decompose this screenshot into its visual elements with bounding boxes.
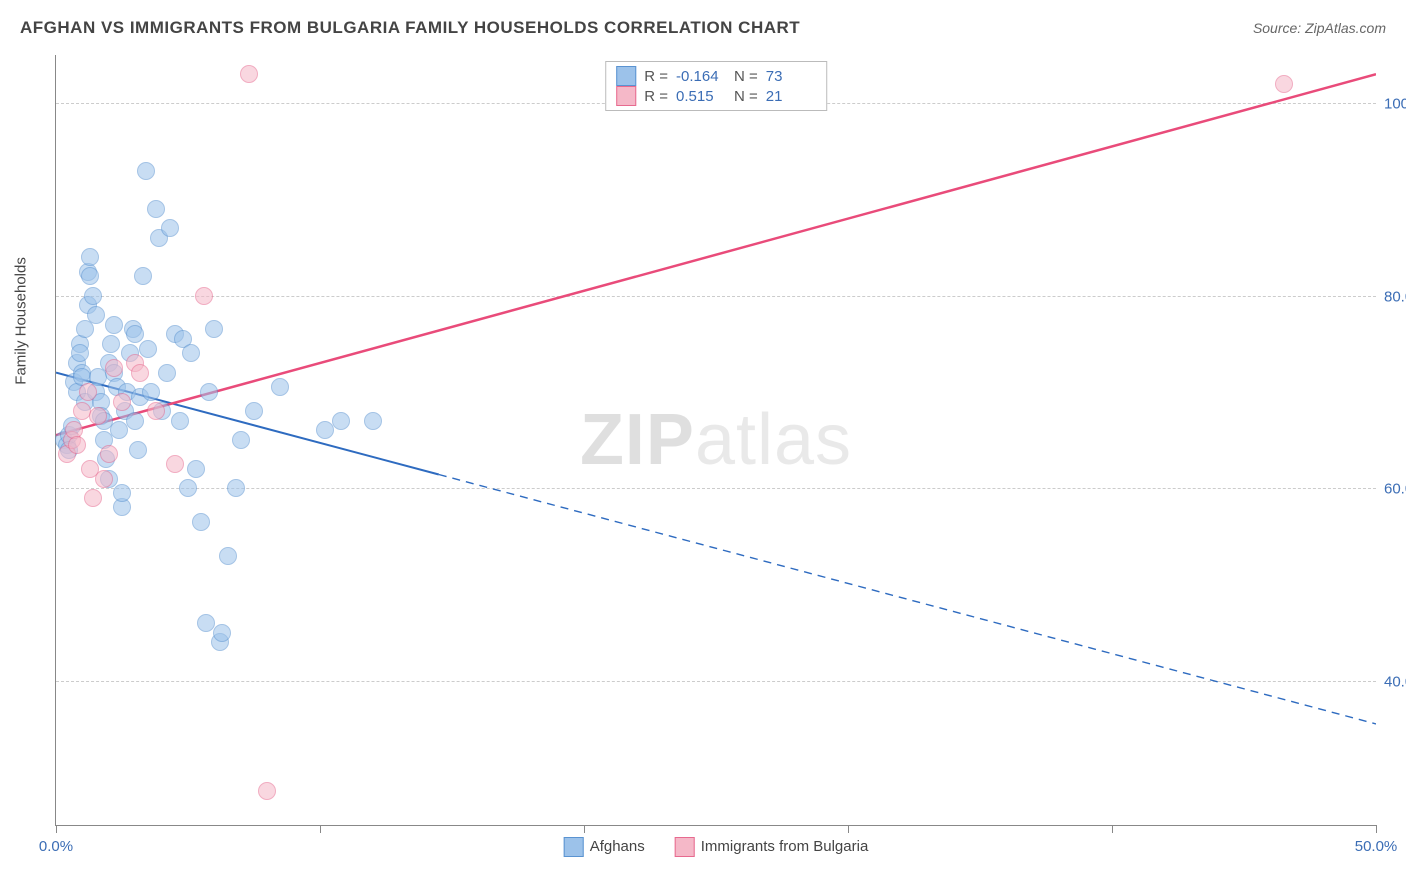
scatter-point (89, 407, 107, 425)
scatter-point (71, 344, 89, 362)
y-tick-label: 40.0% (1384, 673, 1406, 690)
x-tick-label: 50.0% (1355, 838, 1398, 855)
scatter-point (195, 287, 213, 305)
scatter-point (147, 402, 165, 420)
scatter-point (166, 455, 184, 473)
scatter-point (95, 470, 113, 488)
legend-label-1: Afghans (590, 838, 645, 855)
scatter-point (102, 335, 120, 353)
scatter-point (84, 489, 102, 507)
scatter-point (271, 378, 289, 396)
scatter-point (139, 340, 157, 358)
scatter-point (171, 412, 189, 430)
scatter-point (142, 383, 160, 401)
scatter-point (110, 421, 128, 439)
scatter-point (200, 383, 218, 401)
scatter-point (161, 219, 179, 237)
scatter-point (219, 547, 237, 565)
stat-r-label: R = (644, 88, 668, 105)
scatter-point (134, 267, 152, 285)
y-tick-label: 80.0% (1384, 288, 1406, 305)
scatter-point (232, 431, 250, 449)
watermark: ZIPatlas (580, 399, 852, 481)
scatter-point (213, 624, 231, 642)
legend: Afghans Immigrants from Bulgaria (564, 837, 869, 857)
scatter-point (87, 306, 105, 324)
y-tick-label: 100.0% (1384, 96, 1406, 113)
scatter-point (187, 460, 205, 478)
scatter-point (68, 436, 86, 454)
scatter-point (81, 267, 99, 285)
stat-n-value-1: 73 (766, 68, 816, 85)
scatter-point (364, 412, 382, 430)
legend-item-1: Afghans (564, 837, 645, 857)
y-tick-label: 60.0% (1384, 481, 1406, 498)
scatter-point (205, 320, 223, 338)
scatter-point (126, 412, 144, 430)
scatter-point (258, 782, 276, 800)
scatter-point (113, 393, 131, 411)
stat-n-label: N = (734, 88, 758, 105)
scatter-point (240, 65, 258, 83)
scatter-point (137, 162, 155, 180)
scatter-point (1275, 75, 1293, 93)
scatter-point (179, 479, 197, 497)
stat-r-label: R = (644, 68, 668, 85)
stat-r-value-1: -0.164 (676, 68, 726, 85)
scatter-point (245, 402, 263, 420)
scatter-point (113, 484, 131, 502)
y-axis-label: Family Households (13, 257, 30, 385)
legend-swatch-2 (675, 837, 695, 857)
legend-swatch-1 (564, 837, 584, 857)
stat-n-label: N = (734, 68, 758, 85)
scatter-point (79, 383, 97, 401)
chart-plot-area: Family Households ZIPatlas 40.0%60.0%80.… (55, 55, 1376, 826)
scatter-point (81, 248, 99, 266)
scatter-point (332, 412, 350, 430)
scatter-point (182, 344, 200, 362)
stats-box: R = -0.164 N = 73 R = 0.515 N = 21 (605, 61, 827, 111)
scatter-point (105, 316, 123, 334)
stat-r-value-2: 0.515 (676, 88, 726, 105)
stat-n-value-2: 21 (766, 88, 816, 105)
legend-label-2: Immigrants from Bulgaria (701, 838, 869, 855)
chart-title: AFGHAN VS IMMIGRANTS FROM BULGARIA FAMIL… (20, 18, 800, 38)
scatter-point (316, 421, 334, 439)
scatter-point (129, 441, 147, 459)
scatter-point (126, 325, 144, 343)
stats-swatch-2 (616, 86, 636, 106)
source-label: Source: ZipAtlas.com (1253, 20, 1386, 36)
scatter-point (227, 479, 245, 497)
x-tick-label: 0.0% (39, 838, 73, 855)
scatter-point (158, 364, 176, 382)
scatter-point (131, 364, 149, 382)
legend-item-2: Immigrants from Bulgaria (675, 837, 869, 857)
trend-lines (56, 55, 1376, 825)
stats-row-series2: R = 0.515 N = 21 (616, 86, 816, 106)
scatter-point (105, 359, 123, 377)
stats-row-series1: R = -0.164 N = 73 (616, 66, 816, 86)
stats-swatch-1 (616, 66, 636, 86)
scatter-point (147, 200, 165, 218)
scatter-point (100, 445, 118, 463)
scatter-point (192, 513, 210, 531)
scatter-point (84, 287, 102, 305)
